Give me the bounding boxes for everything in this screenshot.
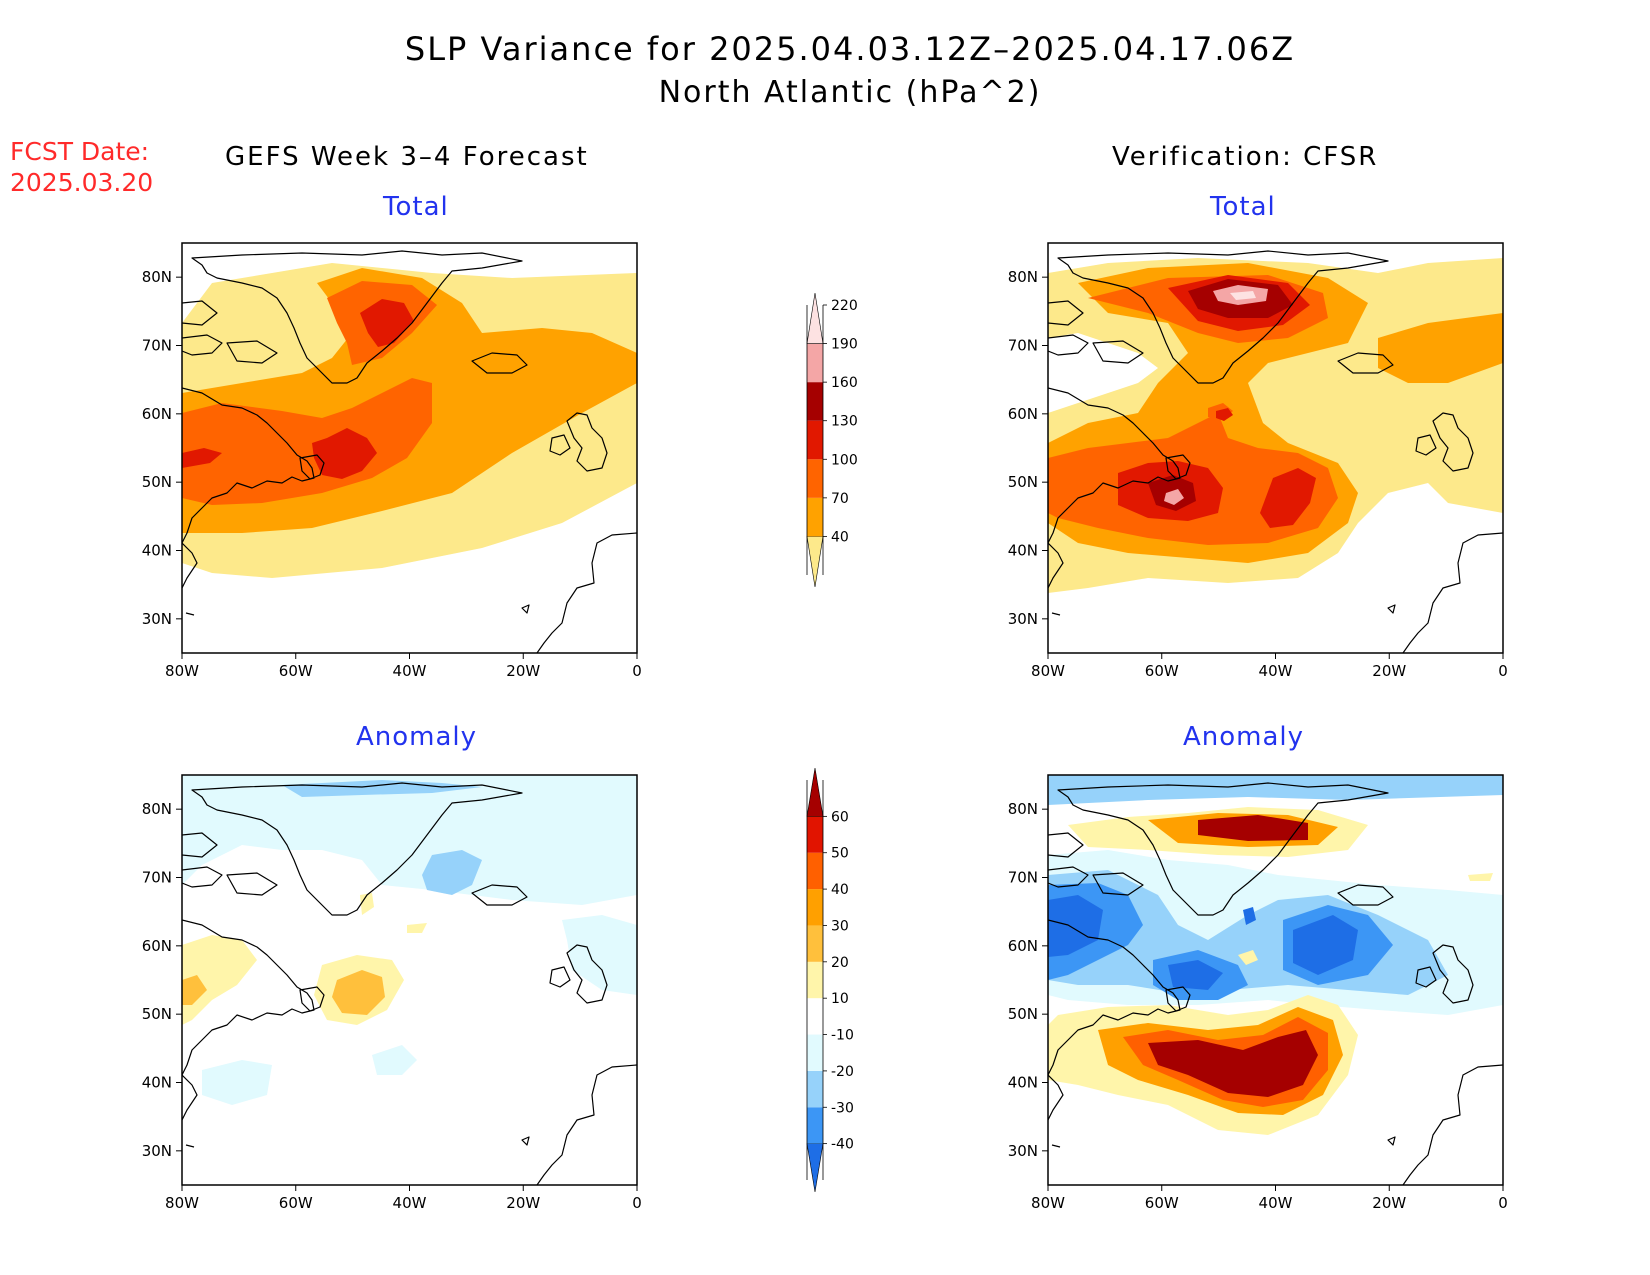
colorbar-label: 20 (831, 955, 849, 971)
colorbar-label: 60 (831, 809, 849, 825)
colorbar-label: 220 (831, 298, 858, 314)
colorbar-swatch (806, 536, 824, 588)
lat-tick-label: 30N (1008, 1142, 1038, 1160)
colorbar-swatch (807, 343, 823, 383)
cfsr-total-map (1048, 243, 1503, 653)
colorbar-swatch (807, 1034, 823, 1071)
lon-tick-label: 0 (632, 662, 642, 680)
axis-layer: 80N 70N 60N 50N 40N 30N 80W 60W 40W 20W 0 80N 70N 60N… (142, 268, 1508, 1212)
lon-tick-label: 60W (1145, 1194, 1179, 1212)
colorbar-swatch (807, 961, 823, 999)
lat-tick-label: 50N (1008, 1005, 1038, 1023)
lat-tick-label: 60N (142, 937, 172, 955)
lat-tick-label: 80N (142, 268, 172, 286)
colorbar-swatch (807, 382, 823, 421)
lat-tick-label: 70N (1008, 869, 1038, 887)
colorbar-label: -40 (831, 1137, 854, 1153)
gefs-anomaly-map (182, 775, 637, 1185)
figure-title: SLP Variance for 2025.04.03.12Z–2025.04.… (404, 30, 1296, 68)
lat-tick-label: 70N (1008, 337, 1038, 355)
lon-tick-label: 0 (632, 1194, 642, 1212)
colorbar-swatch (807, 497, 823, 537)
lon-tick-label: 60W (1145, 662, 1179, 680)
colorbar-label: -20 (831, 1064, 854, 1080)
colorbar-swatch (806, 292, 824, 344)
colorbar-label: 160 (831, 375, 858, 391)
colorbar-swatch (807, 889, 823, 926)
colorbar-label: 190 (831, 337, 858, 353)
lon-tick-label: 20W (506, 1194, 540, 1212)
lat-tick-label: 70N (142, 869, 172, 887)
gefs-anomaly-title: Anomaly (356, 722, 478, 752)
lon-tick-label: 60W (279, 1194, 313, 1212)
lon-tick-label: 80W (165, 1194, 199, 1212)
colorbar-swatch (807, 1107, 823, 1144)
lat-tick-label: 80N (1008, 268, 1038, 286)
colorbar-swatch (806, 1143, 824, 1193)
lat-tick-label: 40N (142, 1074, 172, 1092)
lat-tick-label: 80N (1008, 800, 1038, 818)
lon-tick-label: 80W (1031, 662, 1065, 680)
cfsr-anomaly-map (1048, 775, 1503, 1185)
lat-tick-label: 50N (1008, 473, 1038, 491)
colorbar-label: 40 (831, 882, 849, 898)
lon-tick-label: 0 (1498, 1194, 1508, 1212)
colorbar-anomaly: -40 -30 -20 -10 10 20 30 40 50 60 (806, 767, 854, 1193)
lon-tick-label: 0 (1498, 662, 1508, 680)
lon-tick-label: 40W (1259, 662, 1293, 680)
lat-tick-label: 60N (142, 405, 172, 423)
lat-tick-label: 80N (142, 800, 172, 818)
lon-tick-label: 20W (1372, 662, 1406, 680)
lon-tick-label: 20W (1372, 1194, 1406, 1212)
lat-tick-label: 60N (1008, 937, 1038, 955)
right-column-heading: Verification: CFSR (1112, 142, 1379, 172)
lat-tick-label: 40N (1008, 1074, 1038, 1092)
gefs-total-title: Total (383, 192, 449, 222)
lon-tick-label: 60W (279, 662, 313, 680)
colorbar-label: 130 (831, 414, 858, 430)
lat-tick-label: 70N (142, 337, 172, 355)
colorbar-label: -10 (831, 1028, 854, 1044)
colorbar-label: -30 (831, 1100, 854, 1116)
colorbar-swatch (807, 420, 823, 460)
lon-tick-label: 40W (393, 1194, 427, 1212)
forecast-date-label: FCST Date: (10, 137, 150, 166)
lat-tick-label: 40N (142, 542, 172, 560)
cfsr-anomaly-title: Anomaly (1183, 722, 1305, 752)
colorbar-label: 100 (831, 452, 858, 468)
colorbar-label: 70 (831, 491, 849, 507)
lon-tick-label: 40W (393, 662, 427, 680)
cfsr-total-title: Total (1210, 192, 1276, 222)
colorbar-label: 30 (831, 918, 849, 934)
gefs-total-map (182, 243, 637, 653)
figure-subtitle: North Atlantic (hPa^2) (658, 75, 1042, 110)
colorbar-swatch (807, 816, 823, 853)
lon-tick-label: 80W (1031, 1194, 1065, 1212)
colorbar-swatch (807, 852, 823, 890)
lon-tick-label: 40W (1259, 1194, 1293, 1212)
lat-tick-label: 40N (1008, 542, 1038, 560)
colorbar-total: 40 70 100 130 160 190 220 (806, 292, 858, 588)
lat-tick-label: 30N (142, 1142, 172, 1160)
left-column-heading: GEFS Week 3–4 Forecast (225, 142, 589, 172)
colorbar-swatch (807, 1070, 823, 1108)
colorbar-label: 40 (831, 529, 849, 545)
colorbar-label: 50 (831, 846, 849, 862)
lat-tick-label: 30N (1008, 610, 1038, 628)
lon-tick-label: 20W (506, 662, 540, 680)
colorbar-swatch (807, 925, 823, 962)
lat-tick-label: 60N (1008, 405, 1038, 423)
forecast-date-value: 2025.03.20 (10, 168, 154, 197)
lon-tick-label: 80W (165, 662, 199, 680)
colorbar-swatch (807, 459, 823, 498)
lat-tick-label: 50N (142, 1005, 172, 1023)
lat-tick-label: 50N (142, 473, 172, 491)
colorbar-swatch (806, 767, 824, 817)
colorbar-swatch (807, 998, 823, 1035)
lat-tick-label: 30N (142, 610, 172, 628)
colorbar-label: 10 (831, 991, 849, 1007)
